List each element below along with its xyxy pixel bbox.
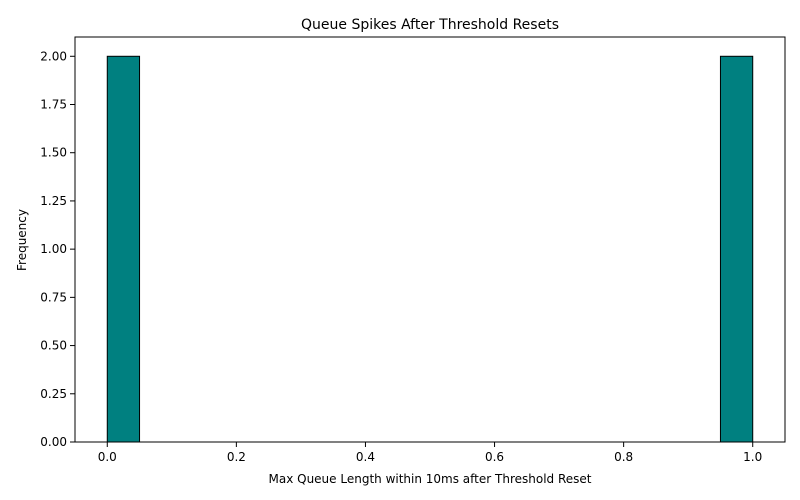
x-tick-label: 1.0 — [743, 450, 762, 464]
x-tick-label: 0.8 — [614, 450, 633, 464]
y-tick-label: 0.75 — [40, 290, 67, 304]
chart-title: Queue Spikes After Threshold Resets — [301, 17, 559, 33]
y-tick-label: 0.00 — [40, 435, 67, 449]
y-tick-label: 0.25 — [40, 387, 67, 401]
y-tick-label: 2.00 — [40, 49, 67, 63]
x-tick-label: 0.4 — [356, 450, 375, 464]
y-axis-ticks: 0.00 0.25 0.50 0.75 1.00 1.25 1.50 1.75 2.00 — [40, 49, 75, 449]
y-axis-label: Frequency — [15, 209, 29, 271]
plot-frame — [74, 36, 786, 443]
y-tick-label: 1.25 — [40, 194, 67, 208]
x-tick-label: 0.2 — [227, 450, 246, 464]
x-tick-label: 0.0 — [98, 450, 117, 464]
y-tick-label: 0.50 — [40, 339, 67, 353]
x-tick-label: 0.6 — [485, 450, 504, 464]
y-tick-label: 1.75 — [40, 98, 67, 112]
plot-area — [106, 55, 754, 443]
histogram-bar — [719, 55, 754, 443]
x-axis-ticks: 0.0 0.2 0.4 0.6 0.8 1.0 — [98, 442, 762, 464]
y-tick-label: 1.50 — [40, 146, 67, 160]
x-axis-label: Max Queue Length within 10ms after Thres… — [269, 472, 592, 486]
histogram-bar — [106, 55, 141, 443]
y-tick-label: 1.00 — [40, 242, 67, 256]
